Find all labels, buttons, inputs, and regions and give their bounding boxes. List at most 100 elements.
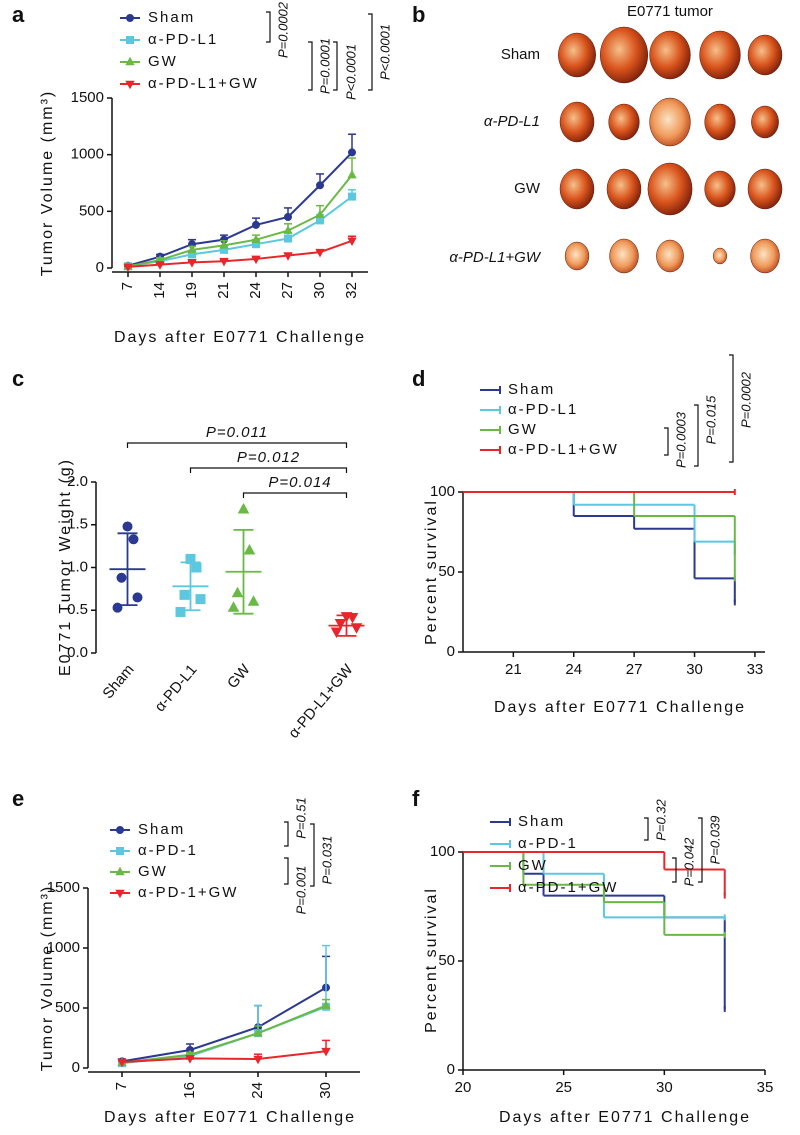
y-tick-label: 1.0 bbox=[67, 558, 88, 575]
y-tick-label: 50 bbox=[438, 952, 455, 969]
marker bbox=[253, 1055, 263, 1065]
marker bbox=[125, 80, 135, 90]
marker bbox=[283, 225, 293, 234]
row-label: α-PD-L1 bbox=[484, 113, 540, 130]
legend-label: Sham bbox=[148, 9, 195, 26]
marker bbox=[116, 572, 127, 583]
marker bbox=[284, 213, 292, 221]
tumor bbox=[608, 103, 640, 141]
legend-label: α-PD-L1+GW bbox=[508, 441, 619, 458]
x-tick-label: α-PD-L1 bbox=[151, 661, 200, 715]
bracket bbox=[242, 492, 348, 498]
marker bbox=[315, 248, 325, 258]
marker bbox=[128, 534, 139, 545]
x-tick-label: GW bbox=[224, 661, 254, 692]
marker bbox=[251, 255, 261, 265]
panel-label: b bbox=[412, 2, 425, 27]
y-tick-label: 1000 bbox=[71, 146, 104, 163]
marker bbox=[117, 1058, 127, 1068]
series-line bbox=[127, 195, 353, 268]
marker bbox=[116, 826, 124, 834]
tumor bbox=[747, 34, 783, 76]
x-tick-label: 19 bbox=[183, 282, 200, 299]
bracket bbox=[694, 404, 699, 467]
y-axis-label: Percent survival bbox=[423, 499, 440, 645]
y-tick-label: 0.0 bbox=[67, 644, 88, 661]
p-value: P=0.51 bbox=[293, 797, 308, 839]
photo-title: E0771 tumor bbox=[627, 3, 713, 20]
series-line bbox=[121, 986, 327, 1063]
tumor bbox=[564, 241, 590, 271]
marker bbox=[155, 261, 165, 270]
p-value: P=0.039 bbox=[707, 816, 722, 865]
legend-label: α-PD-1 bbox=[138, 842, 198, 859]
p-value: P=0.031 bbox=[319, 836, 334, 885]
bracket bbox=[284, 857, 289, 885]
marker bbox=[247, 595, 260, 606]
bracket bbox=[308, 41, 313, 91]
p-value: P=0.015 bbox=[703, 395, 718, 445]
marker bbox=[251, 234, 261, 243]
x-tick-label: 21 bbox=[505, 661, 522, 678]
row-label: Sham bbox=[501, 46, 540, 63]
marker bbox=[116, 847, 124, 855]
bracket bbox=[189, 467, 348, 473]
tumor bbox=[751, 105, 779, 139]
marker bbox=[125, 56, 135, 66]
x-tick-label: 14 bbox=[151, 282, 168, 299]
marker bbox=[126, 14, 134, 22]
x-tick-label: 30 bbox=[311, 282, 328, 299]
marker bbox=[283, 252, 293, 261]
tumor bbox=[750, 238, 780, 274]
x-tick-label: α-PD-L1+GW bbox=[285, 661, 357, 742]
marker bbox=[219, 240, 229, 249]
legend-label: α-PD-1+GW bbox=[138, 884, 238, 901]
marker bbox=[123, 263, 133, 273]
x-axis-label: Days after E0771 Challenge bbox=[104, 1109, 356, 1126]
legend-label: α-PD-L1 bbox=[148, 31, 218, 48]
y-tick-label: 500 bbox=[55, 999, 80, 1016]
bracket bbox=[729, 354, 734, 463]
marker bbox=[126, 36, 134, 44]
x-tick-label: 27 bbox=[626, 661, 643, 678]
p-value: P=0.001 bbox=[293, 866, 308, 915]
marker bbox=[321, 1000, 331, 1009]
p-value: P=0.0002 bbox=[275, 1, 290, 58]
row-label: GW bbox=[514, 180, 541, 197]
y-axis-label: Tumor Volume (mm³) bbox=[39, 90, 56, 277]
panel-label: d bbox=[412, 366, 425, 391]
bracket bbox=[284, 821, 289, 847]
panel-label: f bbox=[412, 786, 420, 811]
legend-label: α-PD-L1+GW bbox=[148, 75, 259, 92]
p-value: P=0.014 bbox=[268, 474, 331, 491]
tumor bbox=[647, 162, 693, 216]
marker bbox=[348, 192, 356, 201]
panel-label: c bbox=[12, 366, 24, 391]
tumor bbox=[558, 32, 596, 78]
marker bbox=[316, 181, 324, 190]
x-tick-label: 16 bbox=[181, 1082, 198, 1099]
tumor bbox=[609, 238, 639, 274]
series-line bbox=[127, 239, 353, 268]
p-value: P<0.0001 bbox=[343, 44, 358, 100]
marker bbox=[243, 543, 256, 555]
y-axis-label: Tumor Volume (mm³) bbox=[39, 885, 56, 1072]
marker bbox=[321, 1047, 331, 1057]
x-tick-label: 30 bbox=[317, 1082, 334, 1099]
tumor bbox=[656, 239, 684, 273]
series-line bbox=[127, 151, 353, 267]
p-value: P=0.32 bbox=[653, 798, 668, 840]
marker bbox=[252, 220, 260, 229]
marker bbox=[315, 209, 325, 219]
tumor bbox=[559, 101, 595, 143]
marker bbox=[284, 234, 292, 243]
marker bbox=[347, 237, 357, 247]
legend-label: GW bbox=[148, 53, 178, 70]
legend-label: Sham bbox=[518, 813, 565, 830]
row-label: α-PD-L1+GW bbox=[449, 249, 541, 266]
bracket bbox=[664, 427, 669, 456]
x-tick-label: 25 bbox=[555, 1079, 572, 1096]
marker bbox=[132, 592, 143, 603]
y-tick-label: 0 bbox=[447, 643, 455, 660]
